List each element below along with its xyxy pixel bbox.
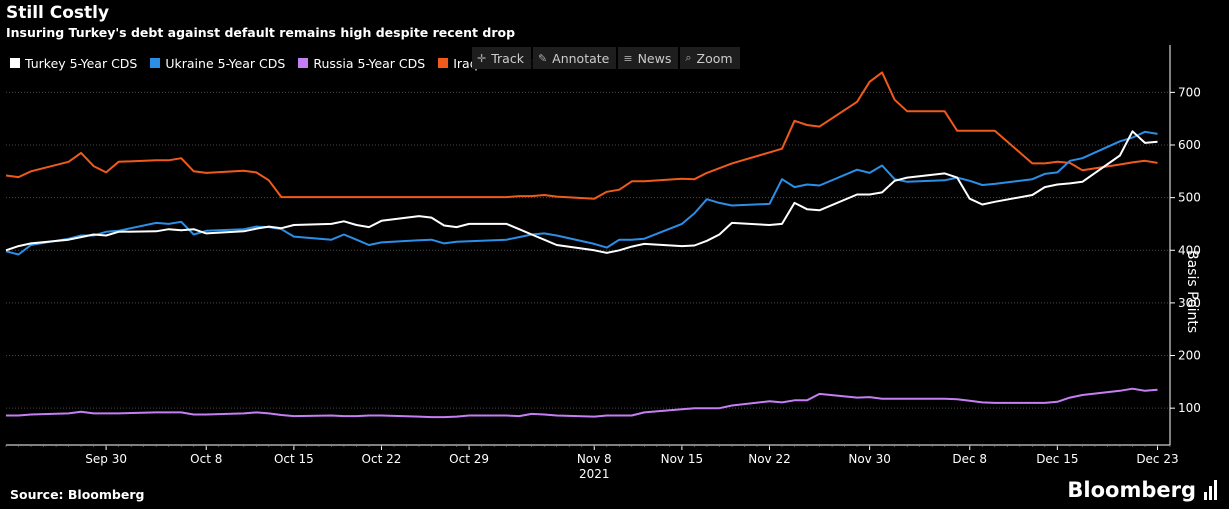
pencil-icon: ✎: [537, 51, 548, 65]
series-line-russia: [6, 387, 1158, 419]
x-tick-label: Dec 23: [1136, 452, 1178, 466]
x-tick-label: Nov 22: [748, 452, 791, 466]
brand-name: Bloomberg: [1067, 478, 1196, 502]
legend-swatch-russia: [298, 58, 309, 68]
y-axis-label: Basis Points: [1184, 250, 1200, 334]
y-tick-label: 400: [1178, 243, 1201, 257]
x-tick-label: Oct 29: [449, 452, 489, 466]
x-tick-label: Sep 30: [85, 452, 127, 466]
x-tick-label: Oct 8: [190, 452, 222, 466]
legend-label-russia: Russia 5-Year CDS: [313, 55, 426, 71]
legend-swatch-ukraine: [150, 58, 161, 68]
x-tick-label: Nov 30: [848, 452, 891, 466]
chart-toolbar: ✛ Track ✎ Annotate ≡ News ⌕ Zoom: [472, 47, 742, 69]
bars-icon: [1204, 480, 1219, 500]
annotate-label: Annotate: [552, 50, 610, 66]
zoom-button[interactable]: ⌕ Zoom: [680, 47, 740, 69]
crosshair-icon: ✛: [477, 51, 487, 65]
y-tick-label: 300: [1178, 296, 1201, 310]
news-button[interactable]: ≡ News: [618, 47, 679, 69]
series-line-ukraine: [5, 130, 1158, 256]
zoom-label: Zoom: [696, 50, 733, 66]
series-line-turkey: [5, 130, 1158, 254]
x-tick-label: Dec 15: [1036, 452, 1078, 466]
x-tick-label: Oct 22: [362, 452, 402, 466]
x-tick-label: Dec 8: [952, 452, 987, 466]
chart-subtitle: Insuring Turkey's debt against default r…: [6, 25, 516, 40]
legend-item-ukraine[interactable]: Ukraine 5-Year CDS: [150, 56, 285, 71]
x-tick-label: Nov 15: [661, 452, 704, 466]
track-button[interactable]: ✛ Track: [472, 47, 531, 69]
y-tick-label: 700: [1178, 85, 1201, 99]
legend-swatch-iraq: [438, 58, 449, 68]
y-tick-label: 200: [1178, 349, 1201, 363]
legend-label-ukraine: Ukraine 5-Year CDS: [165, 55, 286, 71]
magnifier-icon: ⌕: [685, 51, 692, 64]
legend-item-russia[interactable]: Russia 5-Year CDS: [298, 56, 425, 71]
legend-item-turkey[interactable]: Turkey 5-Year CDS: [10, 56, 137, 71]
legend-swatch-turkey: [10, 58, 20, 68]
x-year-label: 2021: [579, 467, 610, 481]
y-tick-label: 500: [1178, 191, 1201, 205]
y-tick-label: 100: [1178, 401, 1201, 415]
list-icon: ≡: [623, 51, 633, 65]
legend-label-turkey: Turkey 5-Year CDS: [25, 55, 138, 71]
x-tick-label: Oct 15: [274, 452, 314, 466]
news-label: News: [637, 50, 672, 66]
x-tick-label: Nov 8: [577, 452, 612, 466]
track-label: Track: [491, 50, 524, 66]
y-tick-label: 600: [1178, 138, 1201, 152]
source-note: Source: Bloomberg: [10, 487, 145, 502]
series-line-iraq: [5, 71, 1158, 200]
annotate-button[interactable]: ✎ Annotate: [532, 47, 617, 69]
chart-title: Still Costly: [6, 3, 110, 23]
bloomberg-logo: Bloomberg: [1067, 478, 1219, 502]
